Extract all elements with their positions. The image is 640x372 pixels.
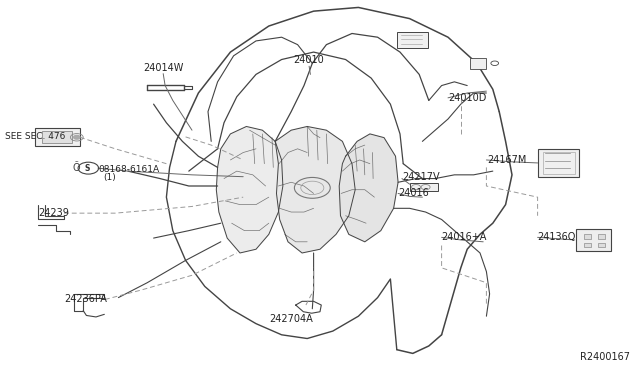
Polygon shape [339, 134, 398, 242]
Polygon shape [275, 126, 355, 253]
FancyBboxPatch shape [410, 183, 438, 191]
Text: Õ: Õ [73, 163, 81, 173]
Text: 24016: 24016 [398, 189, 429, 198]
Text: S: S [84, 164, 90, 173]
FancyBboxPatch shape [576, 229, 611, 251]
Text: 24010D: 24010D [448, 93, 486, 103]
FancyBboxPatch shape [598, 243, 605, 247]
Text: 24014W: 24014W [143, 62, 184, 73]
FancyBboxPatch shape [538, 149, 579, 177]
FancyBboxPatch shape [598, 234, 605, 239]
FancyBboxPatch shape [584, 234, 591, 239]
Text: 242704A: 242704A [269, 314, 313, 324]
Text: SEE SEC. 476: SEE SEC. 476 [5, 132, 65, 141]
Text: 24217V: 24217V [402, 172, 440, 182]
FancyBboxPatch shape [35, 128, 80, 146]
Text: 24010: 24010 [294, 55, 324, 65]
Text: 24167M: 24167M [488, 155, 527, 165]
FancyBboxPatch shape [42, 131, 72, 143]
Text: 24136Q: 24136Q [538, 232, 576, 242]
FancyBboxPatch shape [397, 32, 428, 48]
Text: 08168-6161A: 08168-6161A [98, 165, 159, 174]
FancyBboxPatch shape [584, 243, 591, 247]
FancyBboxPatch shape [470, 58, 486, 69]
Text: (1): (1) [104, 173, 116, 182]
Text: R2400167: R2400167 [580, 352, 630, 362]
Text: 24239: 24239 [38, 208, 69, 218]
Polygon shape [216, 126, 283, 253]
Text: 24236PA: 24236PA [64, 295, 107, 304]
Text: 24016+A: 24016+A [442, 232, 487, 242]
Circle shape [74, 135, 80, 139]
